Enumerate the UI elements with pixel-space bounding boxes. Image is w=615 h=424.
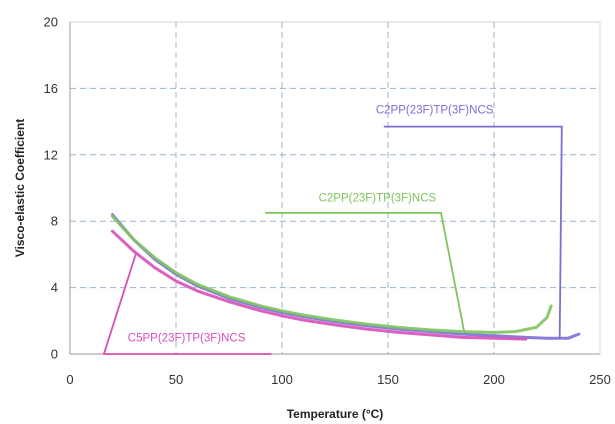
annotation-label-3: C5PP(23F)TP(3F)NCS xyxy=(128,333,246,345)
grid xyxy=(70,22,600,354)
x-tick-label: 50 xyxy=(169,372,183,387)
annotations: C2PP(23F)TP(3F)NCS C2PP(23F)TP(3F)NCS C5PP… xyxy=(102,104,563,355)
series-line-3 xyxy=(110,229,528,341)
x-tick-label: 100 xyxy=(271,372,293,387)
y-tick-label: 8 xyxy=(51,214,58,229)
x-tick-label: 250 xyxy=(589,372,611,387)
y-axis-label: Visco-elastic Coefficient xyxy=(13,119,27,258)
x-tick-label: 0 xyxy=(66,372,73,387)
axes: 0 50 100 150 200 250 0 4 8 12 16 20 xyxy=(44,15,611,388)
series xyxy=(110,213,581,341)
annotation-label-1: C2PP(23F)TP(3F)NCS xyxy=(376,104,494,116)
y-tick-label: 0 xyxy=(51,347,58,362)
series-line-2 xyxy=(110,214,553,334)
y-tick-label: 4 xyxy=(51,280,58,295)
annotation-leader-2 xyxy=(265,211,466,333)
x-tick-label: 150 xyxy=(377,372,399,387)
annotation-leader-1 xyxy=(383,125,563,340)
x-axis-label: Temperature (°C) xyxy=(287,407,384,421)
y-tick-label: 16 xyxy=(44,81,58,96)
x-tick-label: 200 xyxy=(483,372,505,387)
annotation-leader-3 xyxy=(102,254,272,355)
y-tick-label: 12 xyxy=(44,147,58,162)
plot-area xyxy=(69,21,601,355)
annotation-label-2: C2PP(23F)TP(3F)NCS xyxy=(319,192,437,204)
y-tick-label: 20 xyxy=(44,15,58,30)
